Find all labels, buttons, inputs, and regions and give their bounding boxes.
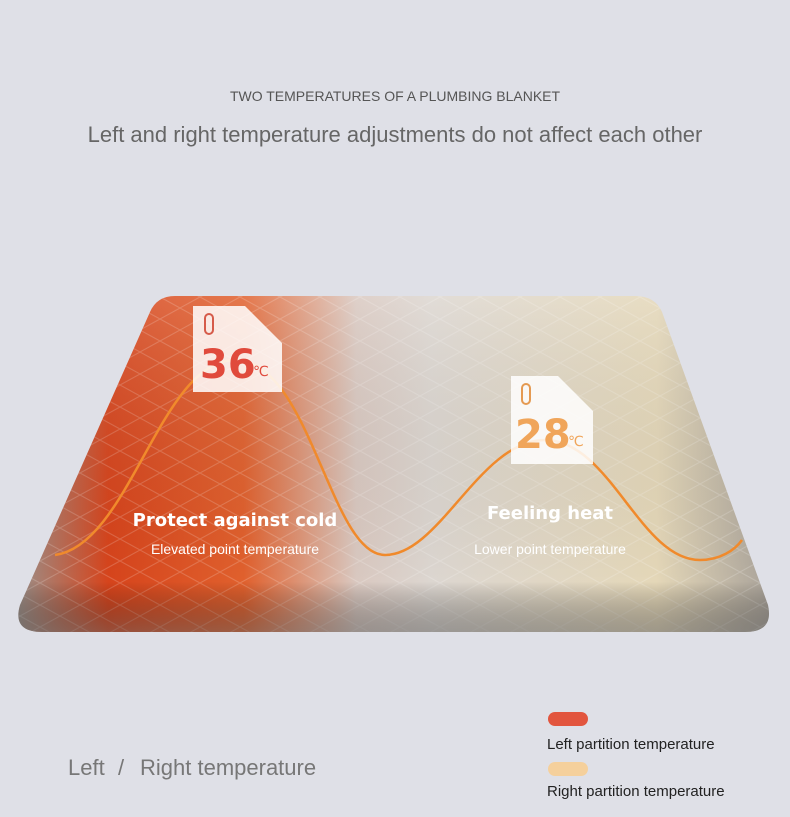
zone-caption: Lower point temperature xyxy=(474,541,626,557)
badge-right: 28 ℃ xyxy=(511,376,593,464)
zone-caption: Elevated point temperature xyxy=(151,541,319,557)
footer-separator: / xyxy=(118,755,125,780)
zone-heading: Feeling heat xyxy=(487,503,613,524)
subtitle: Left and right temperature adjustments d… xyxy=(88,122,703,147)
footer-right: Right temperature xyxy=(140,755,316,780)
temperature-unit: ℃ xyxy=(253,364,269,380)
temperature-wave xyxy=(54,358,744,562)
legend-swatch xyxy=(548,712,588,726)
title: TWO TEMPERATURES OF A PLUMBING BLANKET xyxy=(230,88,561,104)
temperature-unit: ℃ xyxy=(568,434,584,450)
zone-heading: Protect against cold xyxy=(133,510,338,531)
legend-swatch xyxy=(548,762,588,776)
blanket xyxy=(18,296,770,632)
legend-label: Left partition temperature xyxy=(547,736,715,753)
footer-left: Left xyxy=(68,755,105,780)
temperature-value: 36 xyxy=(200,342,256,388)
temperature-value: 28 xyxy=(515,412,571,458)
legend-label: Right partition temperature xyxy=(547,783,725,800)
badge-left: 36 ℃ xyxy=(193,306,282,392)
